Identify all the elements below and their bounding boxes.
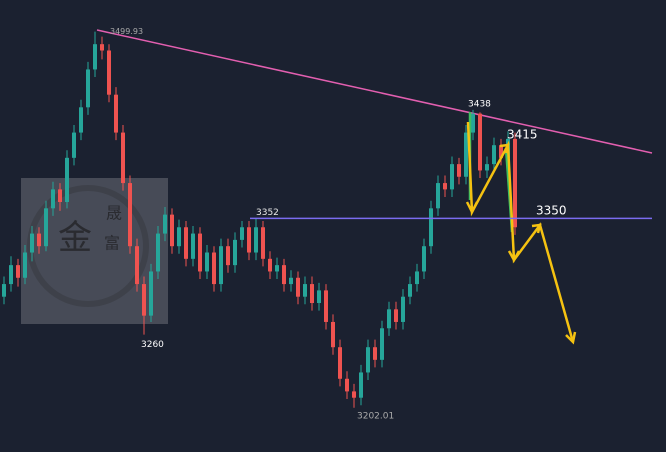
candle-body bbox=[485, 164, 489, 171]
candle-body bbox=[282, 265, 286, 285]
candles bbox=[2, 31, 517, 408]
candle-body bbox=[79, 107, 83, 133]
candle-body bbox=[114, 94, 118, 133]
candle-body bbox=[135, 246, 139, 285]
candle-body bbox=[268, 258, 272, 272]
candle-body bbox=[37, 233, 41, 247]
candle-body bbox=[464, 132, 468, 177]
candle-body bbox=[317, 290, 321, 304]
candle-body bbox=[310, 284, 314, 304]
candle-body bbox=[233, 239, 237, 266]
candle-body bbox=[331, 321, 335, 348]
candle-body bbox=[254, 227, 258, 253]
candle-body bbox=[380, 328, 384, 360]
candle-body bbox=[359, 372, 363, 398]
candle-body bbox=[401, 296, 405, 322]
arrow-head bbox=[507, 250, 521, 263]
candle-body bbox=[30, 233, 34, 253]
candle-body bbox=[163, 214, 167, 234]
candle-body bbox=[352, 391, 356, 398]
candle-body bbox=[184, 227, 188, 259]
candle-body bbox=[100, 44, 104, 51]
watermark-char: 金 bbox=[58, 218, 92, 258]
candle-body bbox=[422, 246, 426, 272]
candle-body bbox=[450, 164, 454, 190]
candle-body bbox=[219, 246, 223, 285]
watermark-char: 晟 bbox=[106, 204, 122, 223]
candle-body bbox=[107, 50, 111, 95]
candle-body bbox=[366, 347, 370, 373]
price-annotation: 3202.01 bbox=[357, 411, 394, 421]
candle-body bbox=[303, 284, 307, 297]
arrow-head bbox=[531, 223, 542, 234]
candle-body bbox=[429, 208, 433, 247]
candle-body bbox=[16, 265, 20, 278]
candle-body bbox=[44, 208, 48, 247]
candle-body bbox=[289, 277, 293, 285]
candle-body bbox=[149, 271, 153, 316]
candle-body bbox=[72, 132, 76, 158]
candle-body bbox=[9, 265, 13, 285]
candle-body bbox=[457, 164, 461, 177]
candle-body bbox=[296, 277, 300, 297]
candle-body bbox=[93, 44, 97, 70]
candle-body bbox=[198, 233, 202, 272]
candle-body bbox=[170, 214, 174, 247]
candle-body bbox=[226, 246, 230, 266]
candle-body bbox=[338, 347, 342, 379]
candle-body bbox=[205, 252, 209, 272]
candle-body bbox=[345, 378, 349, 392]
candle-body bbox=[373, 347, 377, 360]
price-annotation: 3438 bbox=[468, 99, 491, 109]
level-label: 3352 bbox=[256, 208, 279, 218]
candle-body bbox=[492, 145, 496, 165]
price-annotation: 3350 bbox=[536, 203, 567, 217]
candle-body bbox=[212, 252, 216, 285]
candle-body bbox=[275, 265, 279, 272]
projection bbox=[465, 112, 577, 345]
candle-body bbox=[23, 252, 27, 278]
watermark-char: 富 bbox=[104, 234, 120, 253]
price-annotation: 3260 bbox=[141, 340, 164, 350]
arrow-head bbox=[499, 143, 510, 154]
candle-body bbox=[240, 227, 244, 240]
candle-body bbox=[499, 145, 503, 158]
candle-body bbox=[121, 132, 125, 184]
price-annotation: 3499.93 bbox=[110, 27, 143, 36]
candle-body bbox=[394, 309, 398, 322]
candle-body bbox=[156, 233, 160, 272]
candle-body bbox=[247, 227, 251, 253]
candle-body bbox=[387, 309, 391, 329]
price-annotation: 3415 bbox=[507, 127, 538, 141]
candle-body bbox=[513, 138, 517, 228]
candle-body bbox=[408, 284, 412, 297]
candle-body bbox=[443, 183, 447, 190]
candle-body bbox=[191, 233, 195, 259]
candle-body bbox=[51, 189, 55, 209]
candle-body bbox=[261, 227, 265, 259]
arrow-head bbox=[465, 201, 479, 215]
candle-body bbox=[436, 183, 440, 209]
candle-body bbox=[415, 271, 419, 285]
candle-body bbox=[478, 113, 482, 171]
candle-body bbox=[324, 290, 328, 322]
trend-line bbox=[96, 29, 653, 154]
candle-body bbox=[142, 284, 146, 316]
candle-body bbox=[65, 157, 69, 203]
candle-body bbox=[86, 69, 90, 108]
arrow-head bbox=[565, 331, 577, 345]
candle-body bbox=[2, 284, 6, 297]
arrow-path bbox=[466, 121, 575, 343]
candle-body bbox=[471, 113, 475, 133]
candle-body bbox=[58, 189, 62, 203]
candle-body bbox=[128, 183, 132, 247]
candle-body bbox=[177, 227, 181, 247]
